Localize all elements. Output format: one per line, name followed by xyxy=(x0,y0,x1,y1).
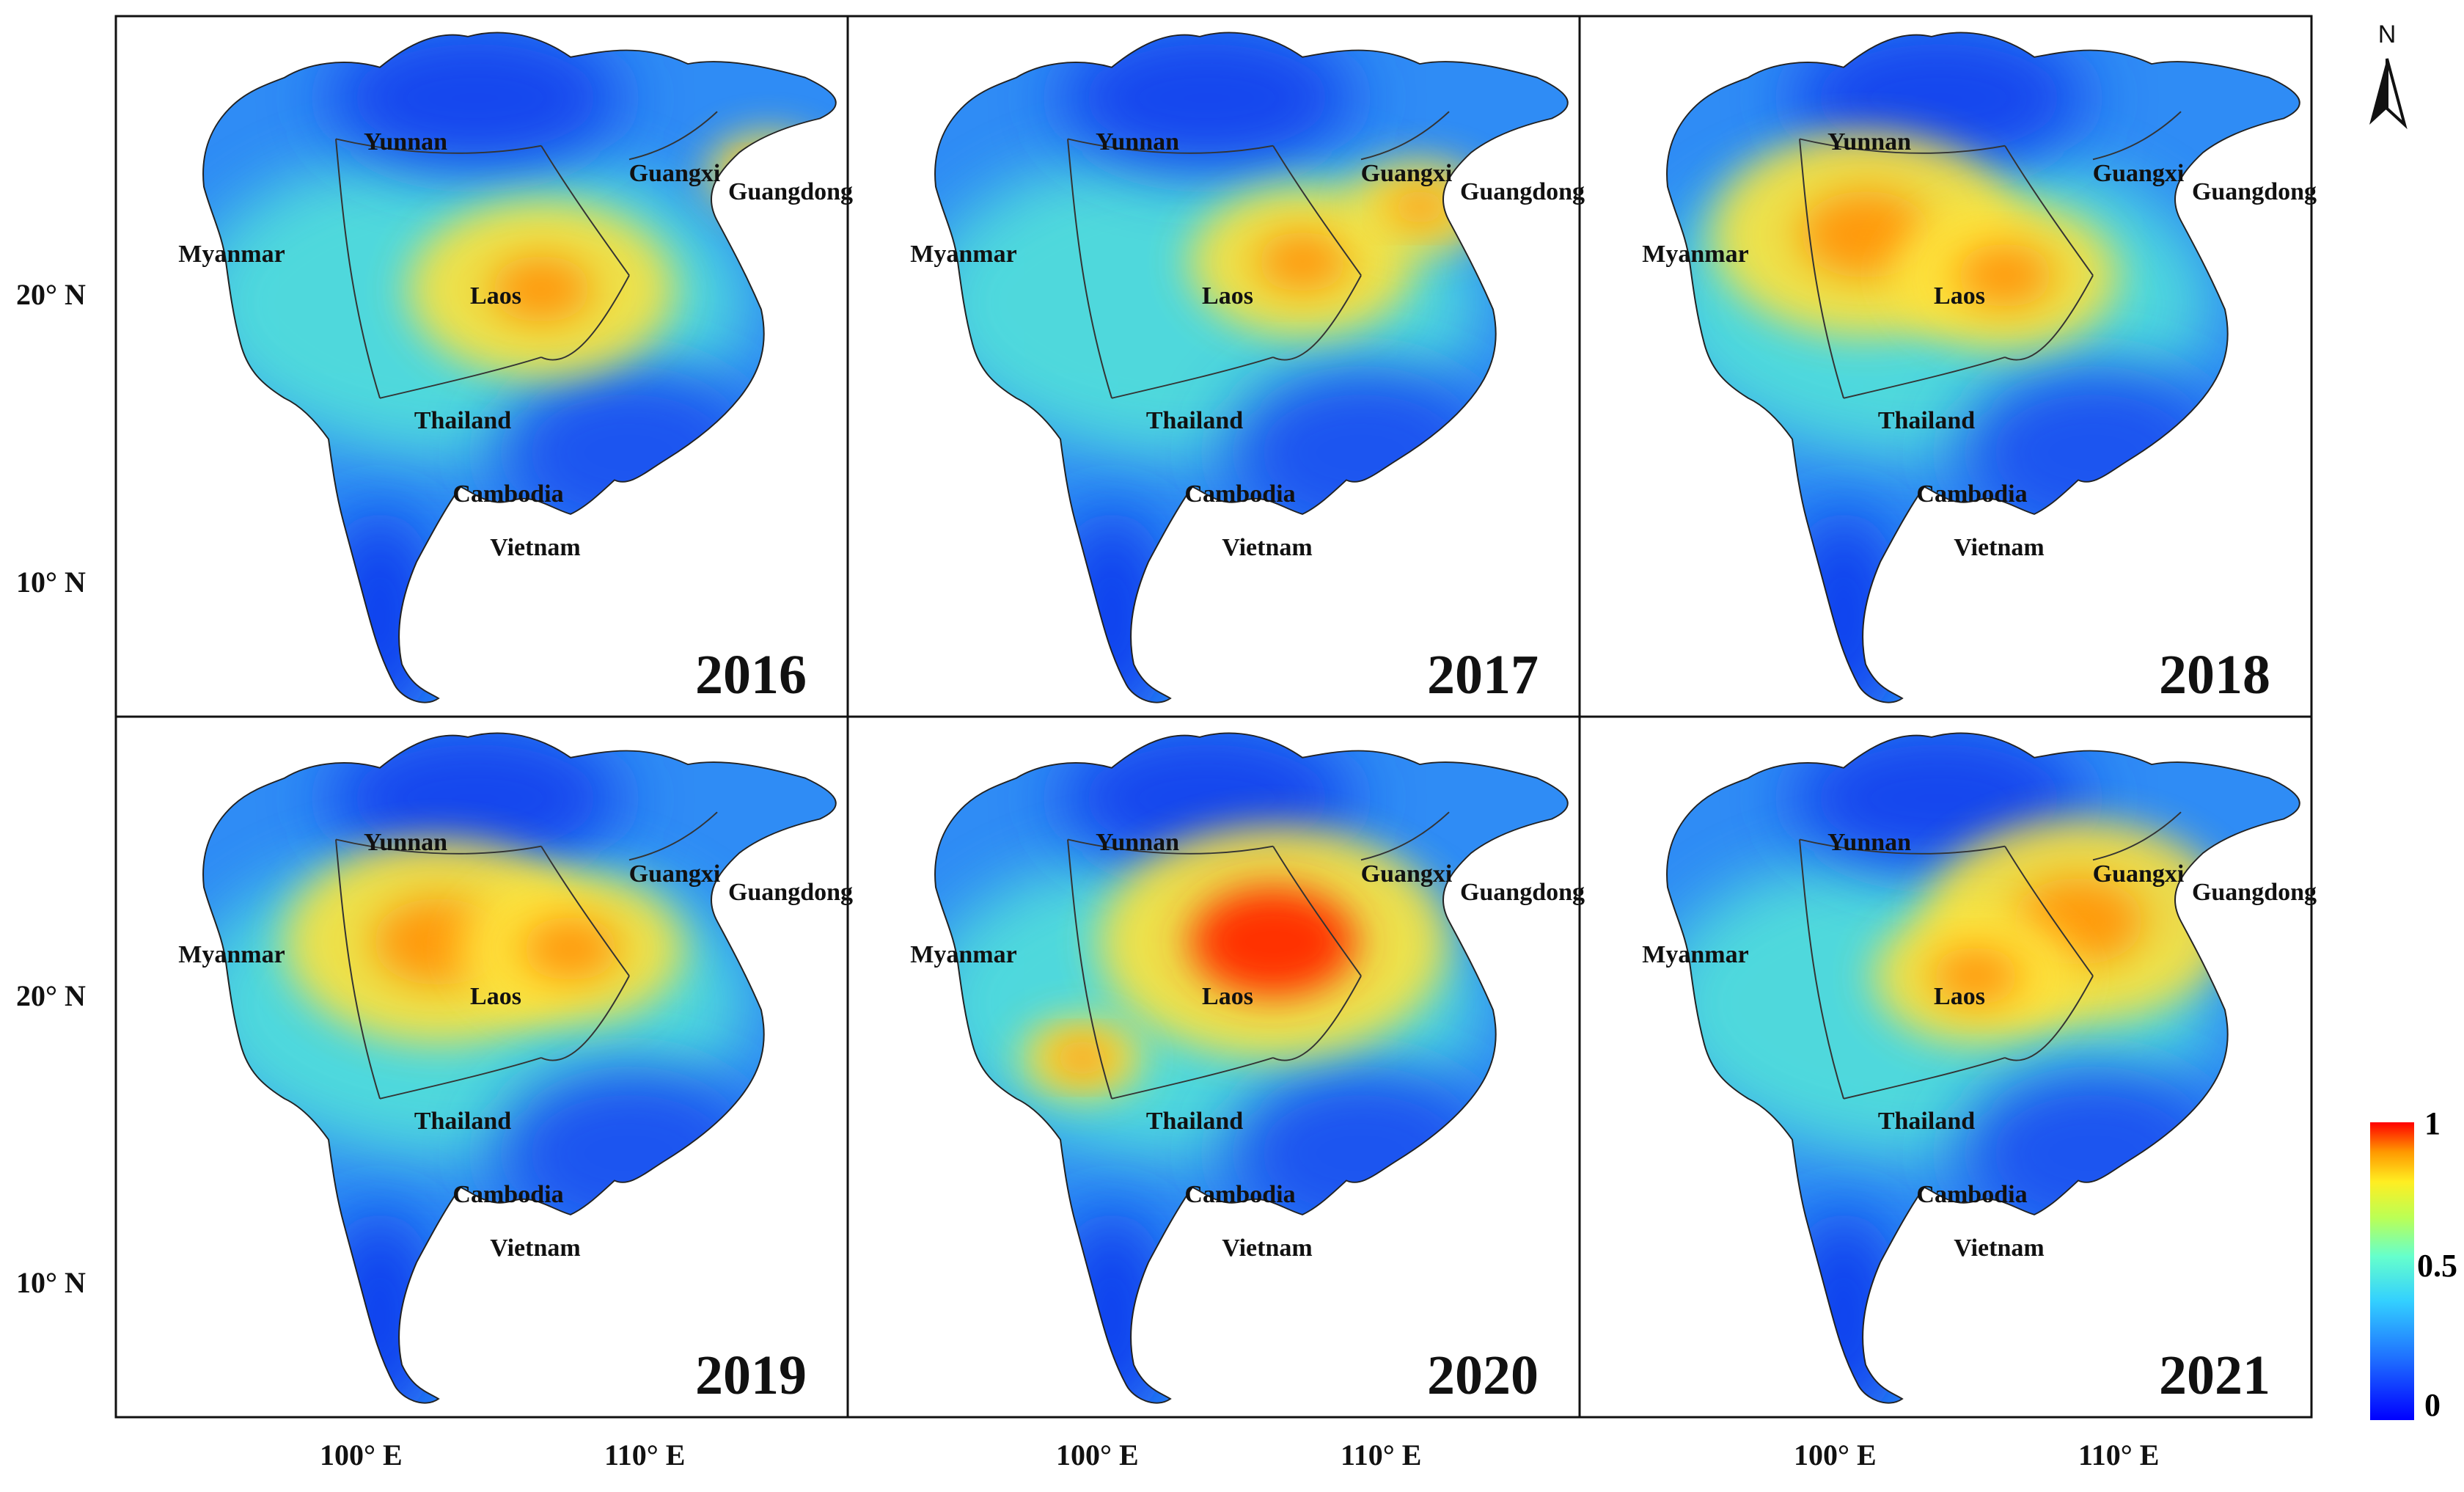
map-panel-2018 xyxy=(1578,15,2313,718)
region-label-thailand: Thailand xyxy=(1145,1108,1244,1135)
region-label-guangdong: Guangdong xyxy=(2191,178,2317,205)
map-panel-2016 xyxy=(114,15,849,718)
region-label-guangdong: Guangdong xyxy=(727,879,854,906)
region-label-laos: Laos xyxy=(470,983,521,1010)
legend-min-label: 0 xyxy=(2424,1387,2441,1423)
lat-label-20n-bottom: 20° N xyxy=(16,979,86,1012)
region-label-guangxi: Guangxi xyxy=(1360,860,1453,888)
region-label-vietnam: Vietnam xyxy=(1222,1235,1313,1262)
region-label-yunnan: Yunnan xyxy=(363,128,448,156)
region-label-cambodia: Cambodia xyxy=(452,1181,564,1208)
region-label-laos: Laos xyxy=(1202,282,1253,310)
region-label-guangdong: Guangdong xyxy=(1459,879,1585,906)
region-label-laos: Laos xyxy=(1934,983,1985,1010)
region-label-yunnan: Yunnan xyxy=(1095,128,1180,156)
region-label-vietnam: Vietnam xyxy=(1222,534,1313,561)
map-panel-2019 xyxy=(114,715,849,1419)
region-label-guangxi: Guangxi xyxy=(628,860,721,888)
region-label-cambodia: Cambodia xyxy=(1184,480,1296,508)
lat-label-10n-bottom: 10° N xyxy=(16,1266,86,1299)
region-label-yunnan: Yunnan xyxy=(363,829,448,856)
lon-label-100e-3: 100° E xyxy=(1794,1438,1877,1471)
region-label-thailand: Thailand xyxy=(414,1108,512,1135)
region-label-cambodia: Cambodia xyxy=(1184,1181,1296,1208)
region-label-thailand: Thailand xyxy=(1877,1108,1976,1135)
map-panel-2021 xyxy=(1578,715,2313,1419)
land-area xyxy=(934,732,1569,1404)
year-label-2016: 2016 xyxy=(695,644,807,706)
region-label-vietnam: Vietnam xyxy=(1954,1235,2045,1262)
lon-label-100e-1: 100° E xyxy=(320,1438,403,1471)
region-label-guangdong: Guangdong xyxy=(1459,178,1585,205)
year-label-2019: 2019 xyxy=(695,1345,807,1406)
year-label-2017: 2017 xyxy=(1427,644,1539,706)
lat-label-20n-top: 20° N xyxy=(16,278,86,311)
region-label-cambodia: Cambodia xyxy=(452,480,564,508)
region-label-myanmar: Myanmar xyxy=(910,941,1017,968)
legend-max-label: 1 xyxy=(2424,1105,2441,1141)
region-label-thailand: Thailand xyxy=(1145,407,1244,434)
legend-mid-label: 0.5 xyxy=(2417,1248,2457,1284)
legend-colorbar xyxy=(2370,1122,2414,1420)
year-label-2018: 2018 xyxy=(2159,644,2270,706)
region-label-vietnam: Vietnam xyxy=(490,1235,581,1262)
lat-label-10n-top: 10° N xyxy=(16,566,86,599)
region-label-laos: Laos xyxy=(1934,282,1985,310)
region-label-cambodia: Cambodia xyxy=(1916,1181,2028,1208)
region-label-thailand: Thailand xyxy=(1877,407,1976,434)
region-label-guangxi: Guangxi xyxy=(1360,160,1453,187)
region-label-myanmar: Myanmar xyxy=(1642,241,1749,268)
year-label-2020: 2020 xyxy=(1427,1345,1539,1406)
lon-label-100e-2: 100° E xyxy=(1056,1438,1139,1471)
region-label-laos: Laos xyxy=(1202,983,1253,1010)
north-arrow-label: N xyxy=(2378,21,2397,48)
lon-label-110e-3: 110° E xyxy=(2078,1438,2160,1471)
map-panel-2017 xyxy=(846,15,1581,718)
region-label-myanmar: Myanmar xyxy=(910,241,1017,268)
region-label-guangxi: Guangxi xyxy=(2092,160,2185,187)
region-label-yunnan: Yunnan xyxy=(1827,128,1912,156)
lon-label-110e-1: 110° E xyxy=(604,1438,686,1471)
region-label-myanmar: Myanmar xyxy=(178,241,285,268)
region-label-laos: Laos xyxy=(470,282,521,310)
region-label-guangxi: Guangxi xyxy=(2092,860,2185,888)
region-label-myanmar: Myanmar xyxy=(1642,941,1749,968)
map-panels xyxy=(114,15,2313,1419)
region-label-myanmar: Myanmar xyxy=(178,941,285,968)
region-label-vietnam: Vietnam xyxy=(1954,534,2045,561)
north-arrow-icon xyxy=(2369,58,2408,130)
lon-label-110e-2: 110° E xyxy=(1341,1438,1422,1471)
region-label-guangxi: Guangxi xyxy=(628,160,721,187)
region-label-vietnam: Vietnam xyxy=(490,534,581,561)
region-label-yunnan: Yunnan xyxy=(1095,829,1180,856)
map-panel-2020 xyxy=(846,715,1581,1419)
region-label-thailand: Thailand xyxy=(414,407,512,434)
year-label-2021: 2021 xyxy=(2159,1345,2270,1406)
region-label-cambodia: Cambodia xyxy=(1916,480,2028,508)
region-label-yunnan: Yunnan xyxy=(1827,829,1912,856)
region-label-guangdong: Guangdong xyxy=(2191,879,2317,906)
region-label-guangdong: Guangdong xyxy=(727,178,854,205)
